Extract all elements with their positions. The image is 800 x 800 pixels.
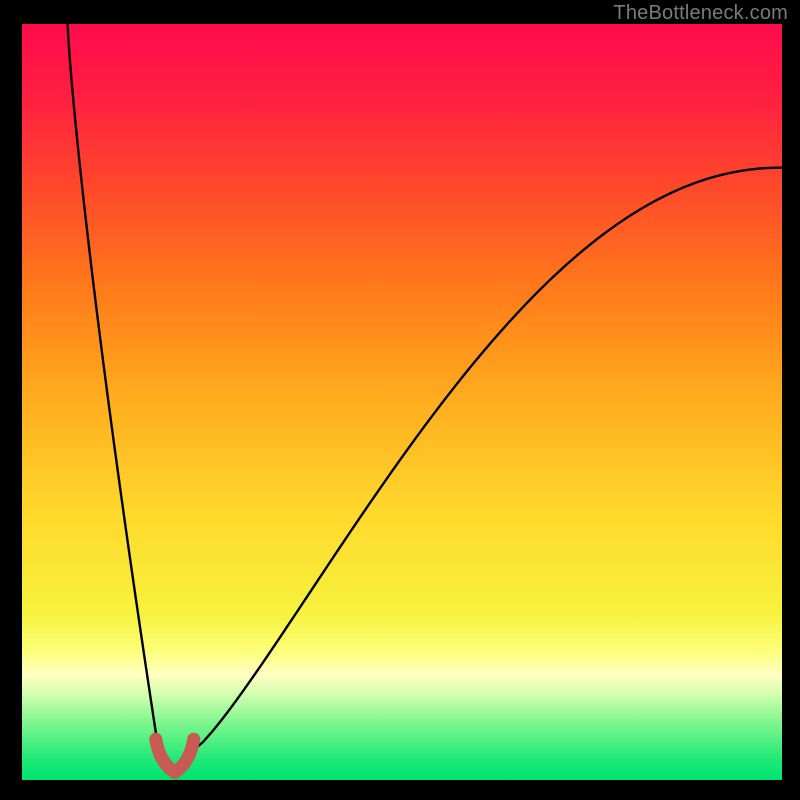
watermark-text: TheBottleneck.com xyxy=(613,2,788,25)
chart-stage xyxy=(22,24,782,780)
gradient-background xyxy=(22,24,782,780)
chart-svg xyxy=(22,24,782,780)
